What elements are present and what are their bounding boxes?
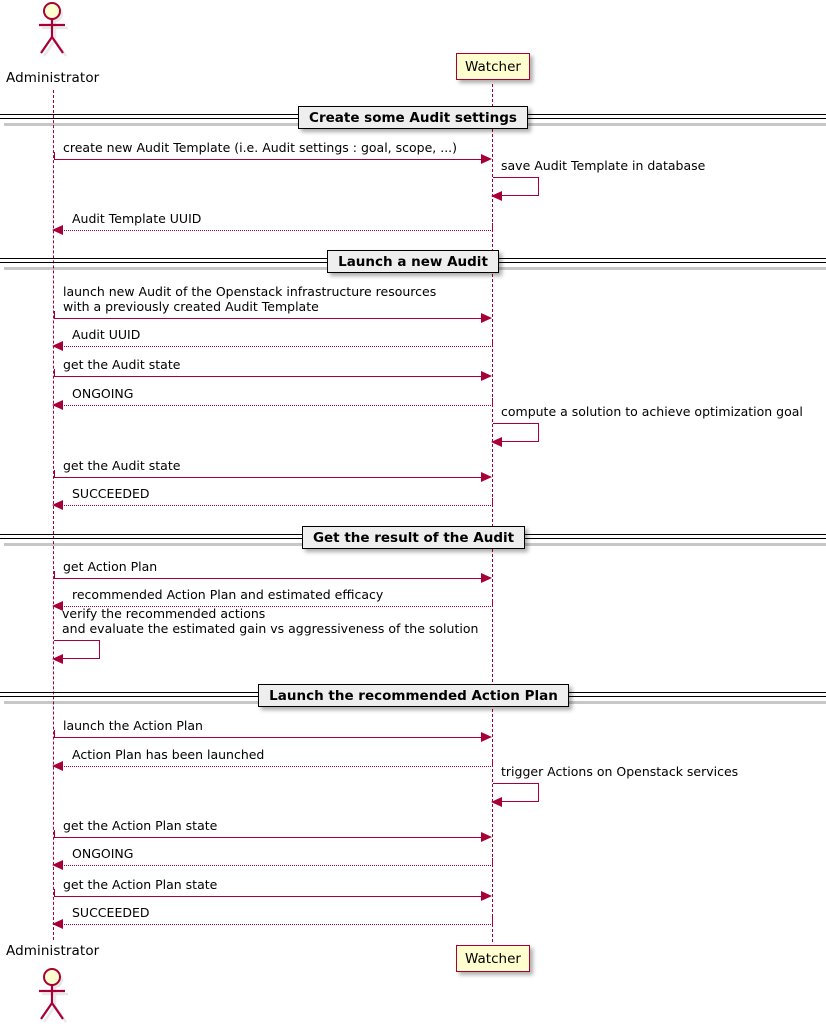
message-line-4: [54, 318, 483, 319]
message-source-tick-11: [54, 571, 55, 579]
message-source-tick-10: [492, 498, 493, 506]
message-source-tick-9: [54, 470, 55, 478]
message-line-11: [54, 578, 483, 579]
message-line-3: [56, 230, 493, 231]
message-text-2: save Audit Template in database: [501, 158, 706, 173]
divider-label-3: Get the result of the Audit: [302, 526, 525, 549]
actor-label-administrator-bottom: Administrator: [6, 943, 100, 959]
message-text-12: recommended Action Plan and estimated ef…: [72, 587, 384, 602]
message-line-1: [54, 159, 483, 160]
message-line-7: [56, 405, 493, 406]
participant-box-watcher-bottom[interactable]: Watcher: [456, 945, 530, 972]
message-source-tick-4: [54, 311, 55, 319]
self-message-loop-2: [493, 177, 539, 196]
arrow-head-20: [52, 919, 63, 929]
arrow-head-11: [481, 573, 492, 583]
message-source-tick-20: [492, 917, 493, 925]
message-text-5: Audit UUID: [72, 327, 141, 342]
arrow-head-19: [481, 891, 492, 901]
message-text-13: verify the recommended actions and evalu…: [62, 606, 479, 636]
divider-label-1: Create some Audit settings: [298, 106, 528, 129]
message-line-17: [54, 837, 483, 838]
message-line-14: [54, 737, 483, 738]
self-message-loop-13: [54, 640, 100, 659]
message-text-10: SUCCEEDED: [72, 486, 150, 501]
arrow-head-9: [481, 472, 492, 482]
self-message-loop-8: [493, 423, 539, 442]
divider-label-2: Launch a new Audit: [327, 250, 499, 273]
arrow-head-7: [52, 400, 63, 410]
message-line-18: [56, 865, 493, 866]
message-source-tick-1: [54, 152, 55, 160]
message-text-4: launch new Audit of the Openstack infras…: [63, 284, 437, 314]
arrow-head-8: [491, 437, 502, 447]
self-message-loop-16: [493, 783, 539, 802]
message-text-3: Audit Template UUID: [72, 211, 202, 226]
message-source-tick-18: [492, 858, 493, 866]
message-text-17: get the Action Plan state: [63, 818, 218, 833]
message-line-19: [54, 896, 483, 897]
message-text-8: compute a solution to achieve optimizati…: [501, 404, 803, 419]
message-source-tick-12: [492, 599, 493, 607]
arrow-head-14: [481, 732, 492, 742]
message-source-tick-19: [54, 889, 55, 897]
message-line-20: [56, 924, 493, 925]
arrow-head-6: [481, 371, 492, 381]
lifeline-administrator: [53, 90, 54, 940]
message-line-15: [56, 766, 493, 767]
arrow-head-1: [481, 154, 492, 164]
participant-box-watcher-top[interactable]: Watcher: [456, 53, 530, 80]
arrow-head-3: [52, 225, 63, 235]
arrow-head-16: [491, 797, 502, 807]
message-text-14: launch the Action Plan: [63, 718, 203, 733]
message-line-10: [56, 505, 493, 506]
message-text-6: get the Audit state: [63, 357, 181, 372]
arrow-head-4: [481, 313, 492, 323]
message-text-9: get the Audit state: [63, 458, 181, 473]
message-source-tick-7: [492, 398, 493, 406]
message-text-1: create new Audit Template (i.e. Audit se…: [63, 140, 458, 155]
actor-figure-bottom: [32, 968, 76, 1024]
actor-label-administrator-top: Administrator: [6, 70, 100, 86]
message-text-11: get Action Plan: [63, 559, 158, 574]
message-source-tick-6: [54, 369, 55, 377]
message-line-5: [56, 346, 493, 347]
message-text-16: trigger Actions on Openstack services: [501, 764, 739, 779]
lifeline-watcher: [492, 84, 493, 942]
arrow-head-2: [491, 191, 502, 201]
message-text-18: ONGOING: [72, 846, 134, 861]
arrow-head-17: [481, 832, 492, 842]
message-text-20: SUCCEEDED: [72, 905, 150, 920]
arrow-head-12: [52, 601, 63, 611]
message-source-tick-14: [54, 730, 55, 738]
arrow-head-10: [52, 500, 63, 510]
message-source-tick-17: [54, 830, 55, 838]
message-source-tick-5: [492, 339, 493, 347]
message-text-15: Action Plan has been launched: [72, 747, 265, 762]
arrow-head-13: [52, 654, 63, 664]
message-line-12: [56, 606, 493, 607]
message-line-6: [54, 376, 483, 377]
arrow-head-5: [52, 341, 63, 351]
message-text-19: get the Action Plan state: [63, 877, 218, 892]
message-text-7: ONGOING: [72, 386, 134, 401]
divider-label-4: Launch the recommended Action Plan: [258, 684, 569, 707]
arrow-head-15: [52, 761, 63, 771]
message-source-tick-3: [492, 223, 493, 231]
arrow-head-18: [52, 860, 63, 870]
actor-figure-top: [32, 2, 76, 58]
message-line-9: [54, 477, 483, 478]
message-source-tick-15: [492, 759, 493, 767]
